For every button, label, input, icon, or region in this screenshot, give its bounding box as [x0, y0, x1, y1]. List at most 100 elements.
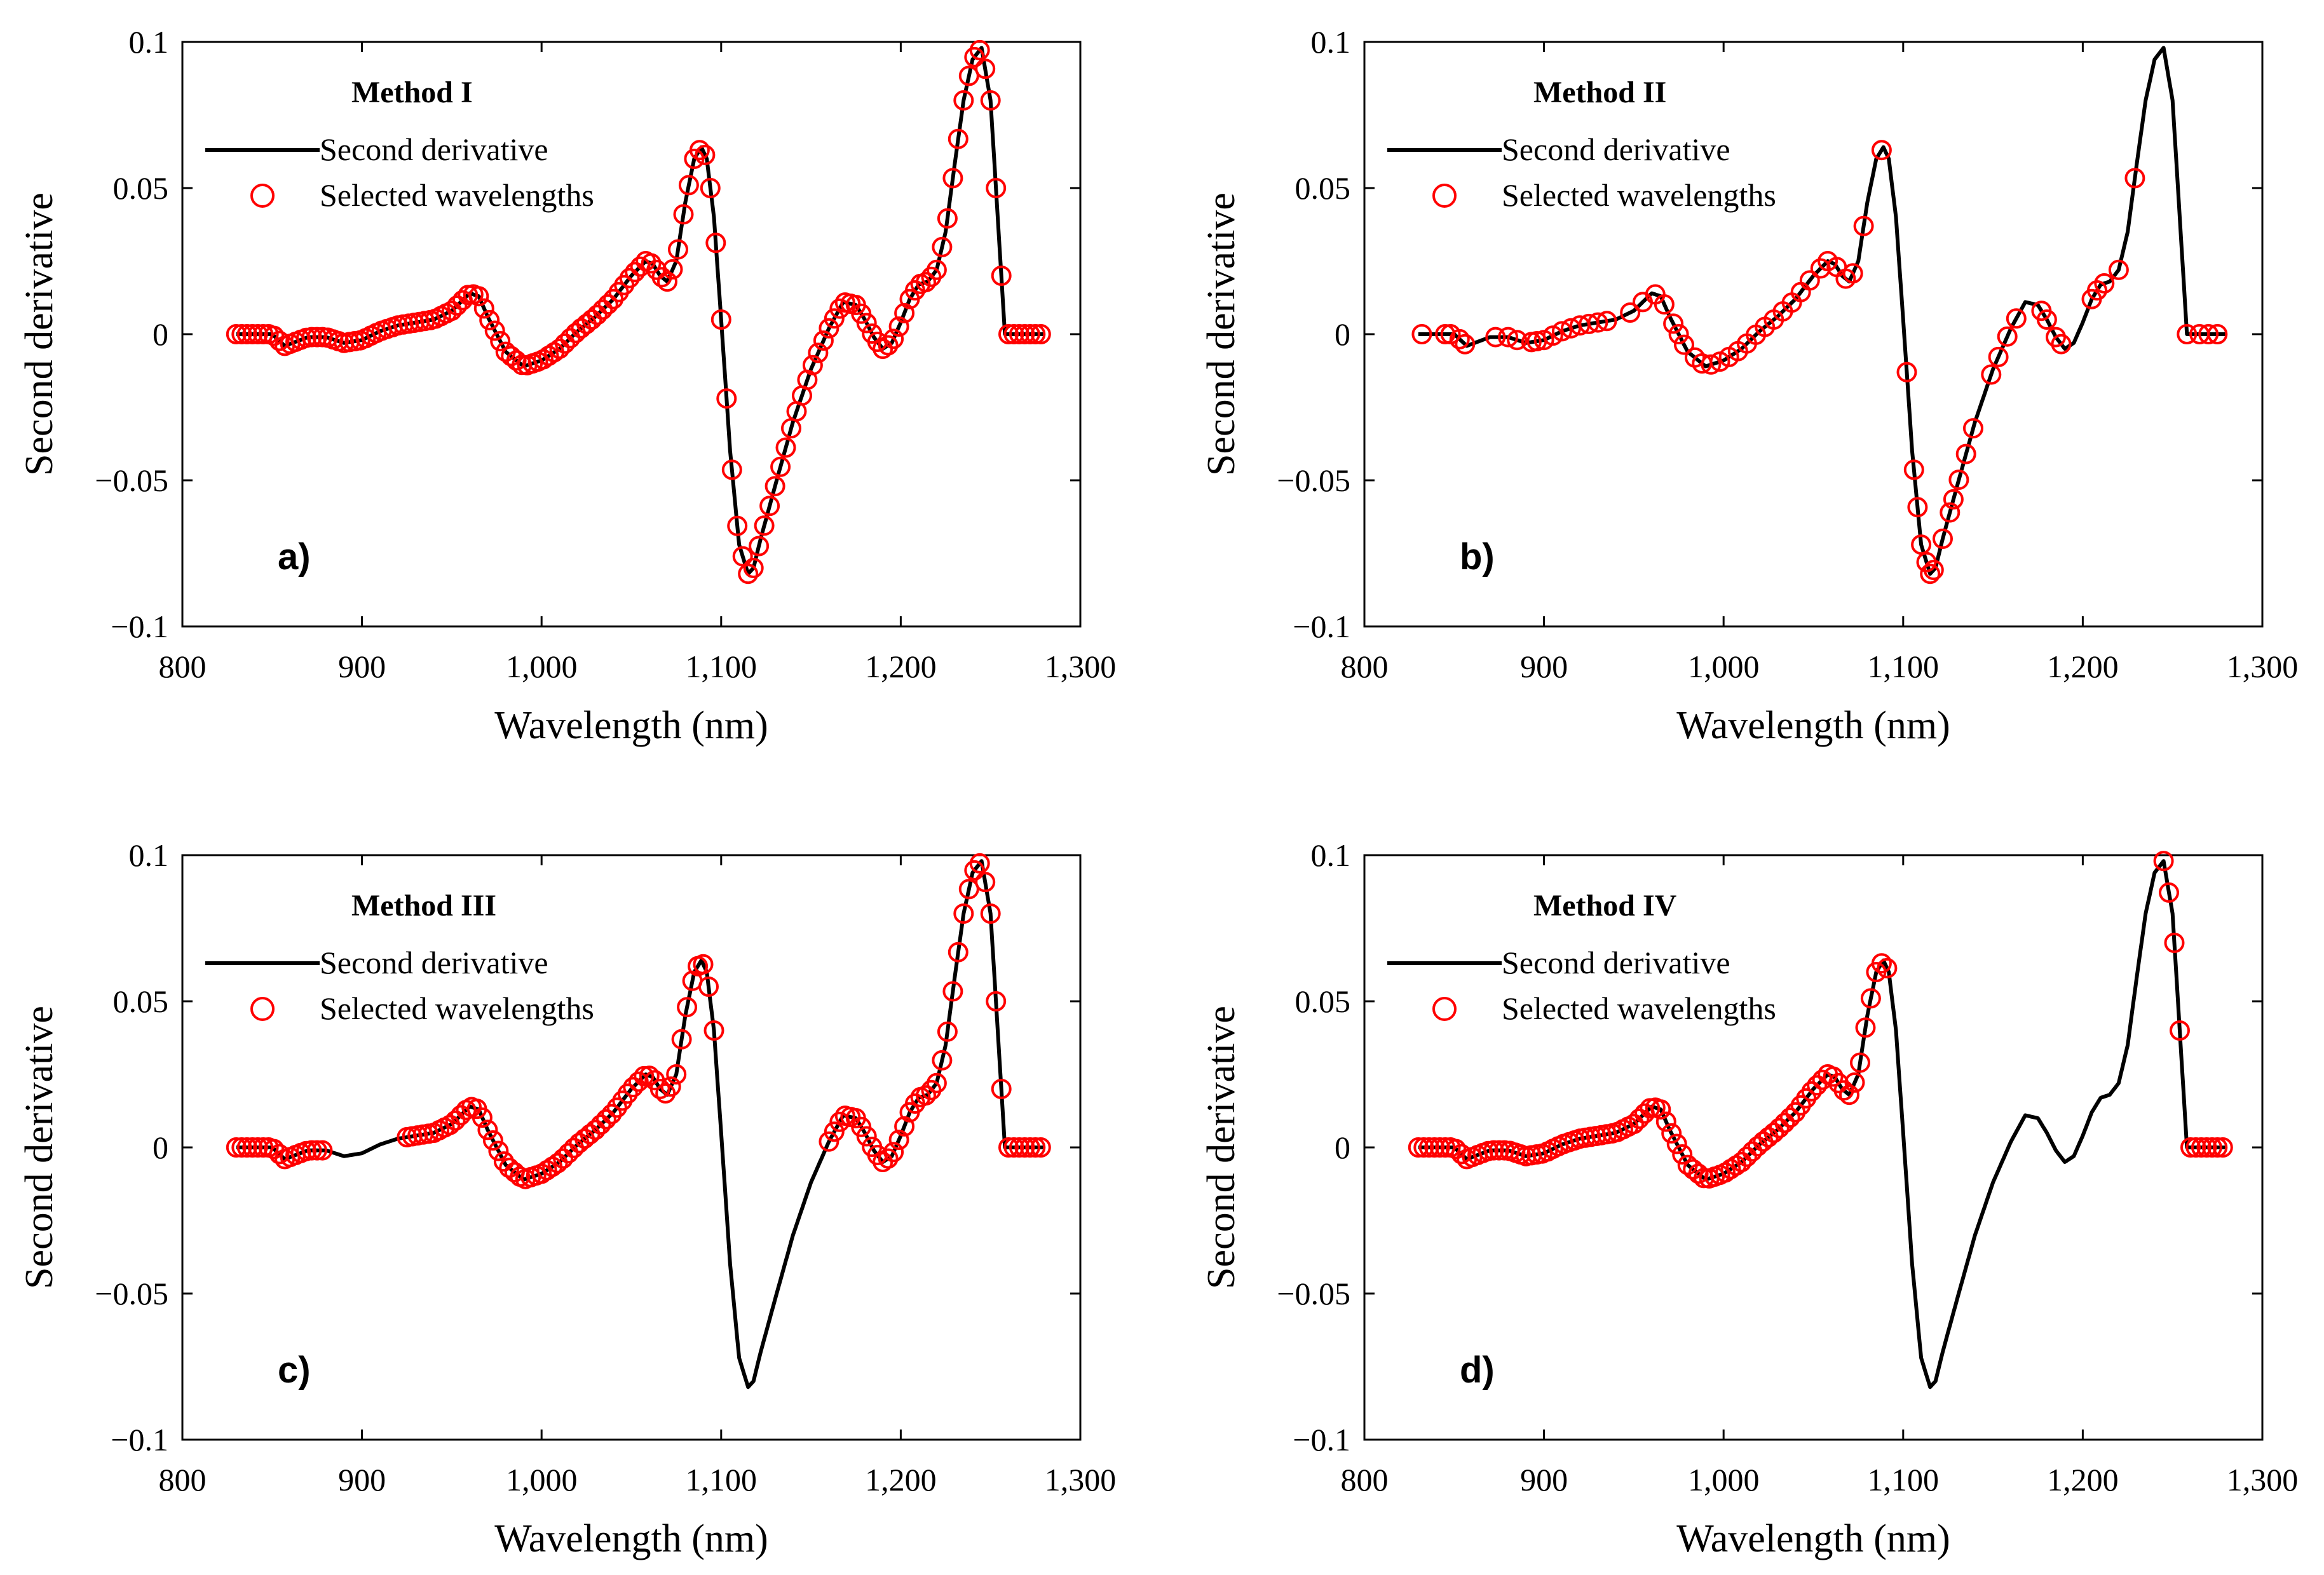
selected-wavelength-point	[1674, 334, 1694, 355]
selected-wavelength-point	[1933, 529, 1953, 549]
y-tick-label: 0.1	[129, 837, 169, 873]
selected-wavelength-point	[490, 331, 511, 351]
selected-wavelength-point	[819, 318, 839, 339]
selected-wavelength-point	[312, 1140, 333, 1161]
selected-wavelength-point	[482, 1130, 503, 1151]
x-tick-label: 1,000	[506, 1462, 578, 1497]
y-tick-label: −0.05	[95, 1276, 168, 1311]
y-tick-label: 0	[1335, 316, 1350, 352]
axes-frame	[1363, 854, 2264, 1441]
selected-wavelength-point	[231, 324, 252, 344]
selected-wavelength-point	[948, 942, 968, 963]
x-tick-label: 1,300	[1045, 1462, 1117, 1497]
selected-wavelength-point	[1408, 1137, 1429, 1158]
selected-wavelength-point	[1896, 362, 1917, 382]
selected-wavelength-point	[948, 128, 968, 149]
selected-wavelength-point	[2159, 882, 2179, 903]
selected-wavelength-point	[553, 1148, 574, 1169]
selected-wavelength-point	[1507, 330, 1528, 351]
series-line-second-derivative	[236, 859, 1045, 1389]
selected-wavelength-point	[1025, 1137, 1046, 1158]
selected-wavelength-point	[655, 1083, 676, 1104]
selected-wavelength-point	[597, 294, 618, 315]
x-tick-label: 1,000	[1688, 1462, 1760, 1497]
legend-marker-swatch	[1432, 997, 1457, 1021]
selected-wavelength-point	[1661, 1123, 1682, 1144]
selected-wavelength-point	[1810, 258, 1831, 279]
selected-wavelength-point	[916, 1085, 936, 1106]
selected-wavelength-point	[1903, 459, 1924, 480]
y-tick-label: 0.1	[1311, 837, 1351, 873]
axes-frame	[181, 854, 1082, 1441]
selected-wavelength-point	[468, 286, 489, 307]
selected-wavelength-point	[1654, 294, 1675, 315]
panel-label: c)	[278, 1349, 311, 1391]
selected-wavelength-point	[2212, 1137, 2233, 1158]
x-tick-label: 800	[1341, 1462, 1389, 1497]
selected-wavelength-point	[477, 1119, 498, 1140]
selected-wavelength-point	[926, 1072, 947, 1093]
selected-wavelength-point	[493, 1151, 514, 1172]
selected-wavelength-point	[1014, 324, 1035, 344]
x-tick-label: 1,200	[865, 649, 937, 684]
selected-wavelength-point	[888, 1130, 909, 1150]
x-tick-label: 1,200	[2047, 1462, 2119, 1497]
legend-title: Method II	[1533, 76, 1666, 109]
selected-wavelength-point	[819, 1131, 839, 1152]
selected-wavelength-point	[617, 1083, 638, 1104]
selected-wavelength-point	[721, 459, 742, 480]
selected-wavelength-point	[2051, 334, 2072, 355]
selected-wavelength-point	[1413, 1137, 1434, 1158]
selected-wavelength-point	[1019, 1137, 1040, 1158]
selected-wavelength-point	[705, 233, 726, 253]
selected-wavelength-point	[488, 1140, 509, 1161]
selected-wavelength-point	[2207, 1137, 2228, 1158]
selected-wavelength-point	[2164, 933, 2185, 953]
selected-wavelength-point	[625, 262, 646, 283]
selected-wavelength-point	[447, 295, 468, 316]
selected-wavelength-point	[242, 324, 263, 344]
legend-title: Method I	[351, 76, 473, 109]
selected-wavelength-point	[1498, 327, 1519, 348]
selected-wavelength-point	[2094, 273, 2115, 294]
selected-wavelength-point	[986, 991, 1007, 1011]
selected-wavelength-point	[479, 309, 500, 330]
selected-wavelength-point	[269, 1144, 290, 1165]
selected-wavelength-point	[226, 324, 247, 344]
selected-wavelength-point	[693, 954, 714, 975]
legend-title: Method IV	[1533, 889, 1677, 923]
selected-wavelength-point	[668, 239, 688, 260]
legend-marker-swatch	[250, 997, 275, 1021]
y-tick-label: 0.05	[113, 984, 169, 1019]
axes-frame	[181, 41, 1082, 628]
selected-wavelength-point	[926, 259, 947, 280]
selected-wavelength-point	[698, 977, 719, 997]
selected-wavelength-point	[1655, 1111, 1676, 1132]
selected-wavelength-point	[1025, 324, 1046, 344]
selected-wavelength-point	[306, 1140, 327, 1161]
selected-wavelength-point	[601, 1104, 622, 1125]
x-tick-label: 900	[338, 1462, 386, 1497]
selected-wavelength-point	[1871, 140, 1892, 161]
selected-wavelength-point	[1807, 1075, 1828, 1096]
y-tick-label: 0.05	[1295, 170, 1351, 206]
x-tick-label: 1,200	[865, 1462, 937, 1497]
x-tick-label: 900	[1520, 1462, 1568, 1497]
selected-wavelength-point	[2124, 168, 2145, 189]
selected-wavelength-point	[1943, 489, 1964, 510]
selected-wavelength-point	[1483, 1140, 1504, 1161]
selected-wavelength-point	[813, 330, 834, 351]
selected-wavelength-markers	[1408, 851, 2233, 1189]
selected-wavelength-point	[1842, 263, 1863, 284]
y-tick-label: −0.05	[1277, 463, 1350, 498]
selected-wavelength-point	[1446, 1139, 1467, 1159]
y-axis-label: Second derivative	[18, 193, 61, 476]
legend-title: Method III	[351, 889, 496, 923]
selected-wavelength-point	[883, 328, 904, 349]
selected-wavelength-point	[1940, 502, 1960, 523]
selected-wavelength-point	[953, 903, 974, 924]
selected-wavelength-point	[671, 1029, 692, 1050]
x-tick-label: 1,000	[506, 649, 578, 684]
selected-wavelength-point	[1672, 1144, 1693, 1165]
